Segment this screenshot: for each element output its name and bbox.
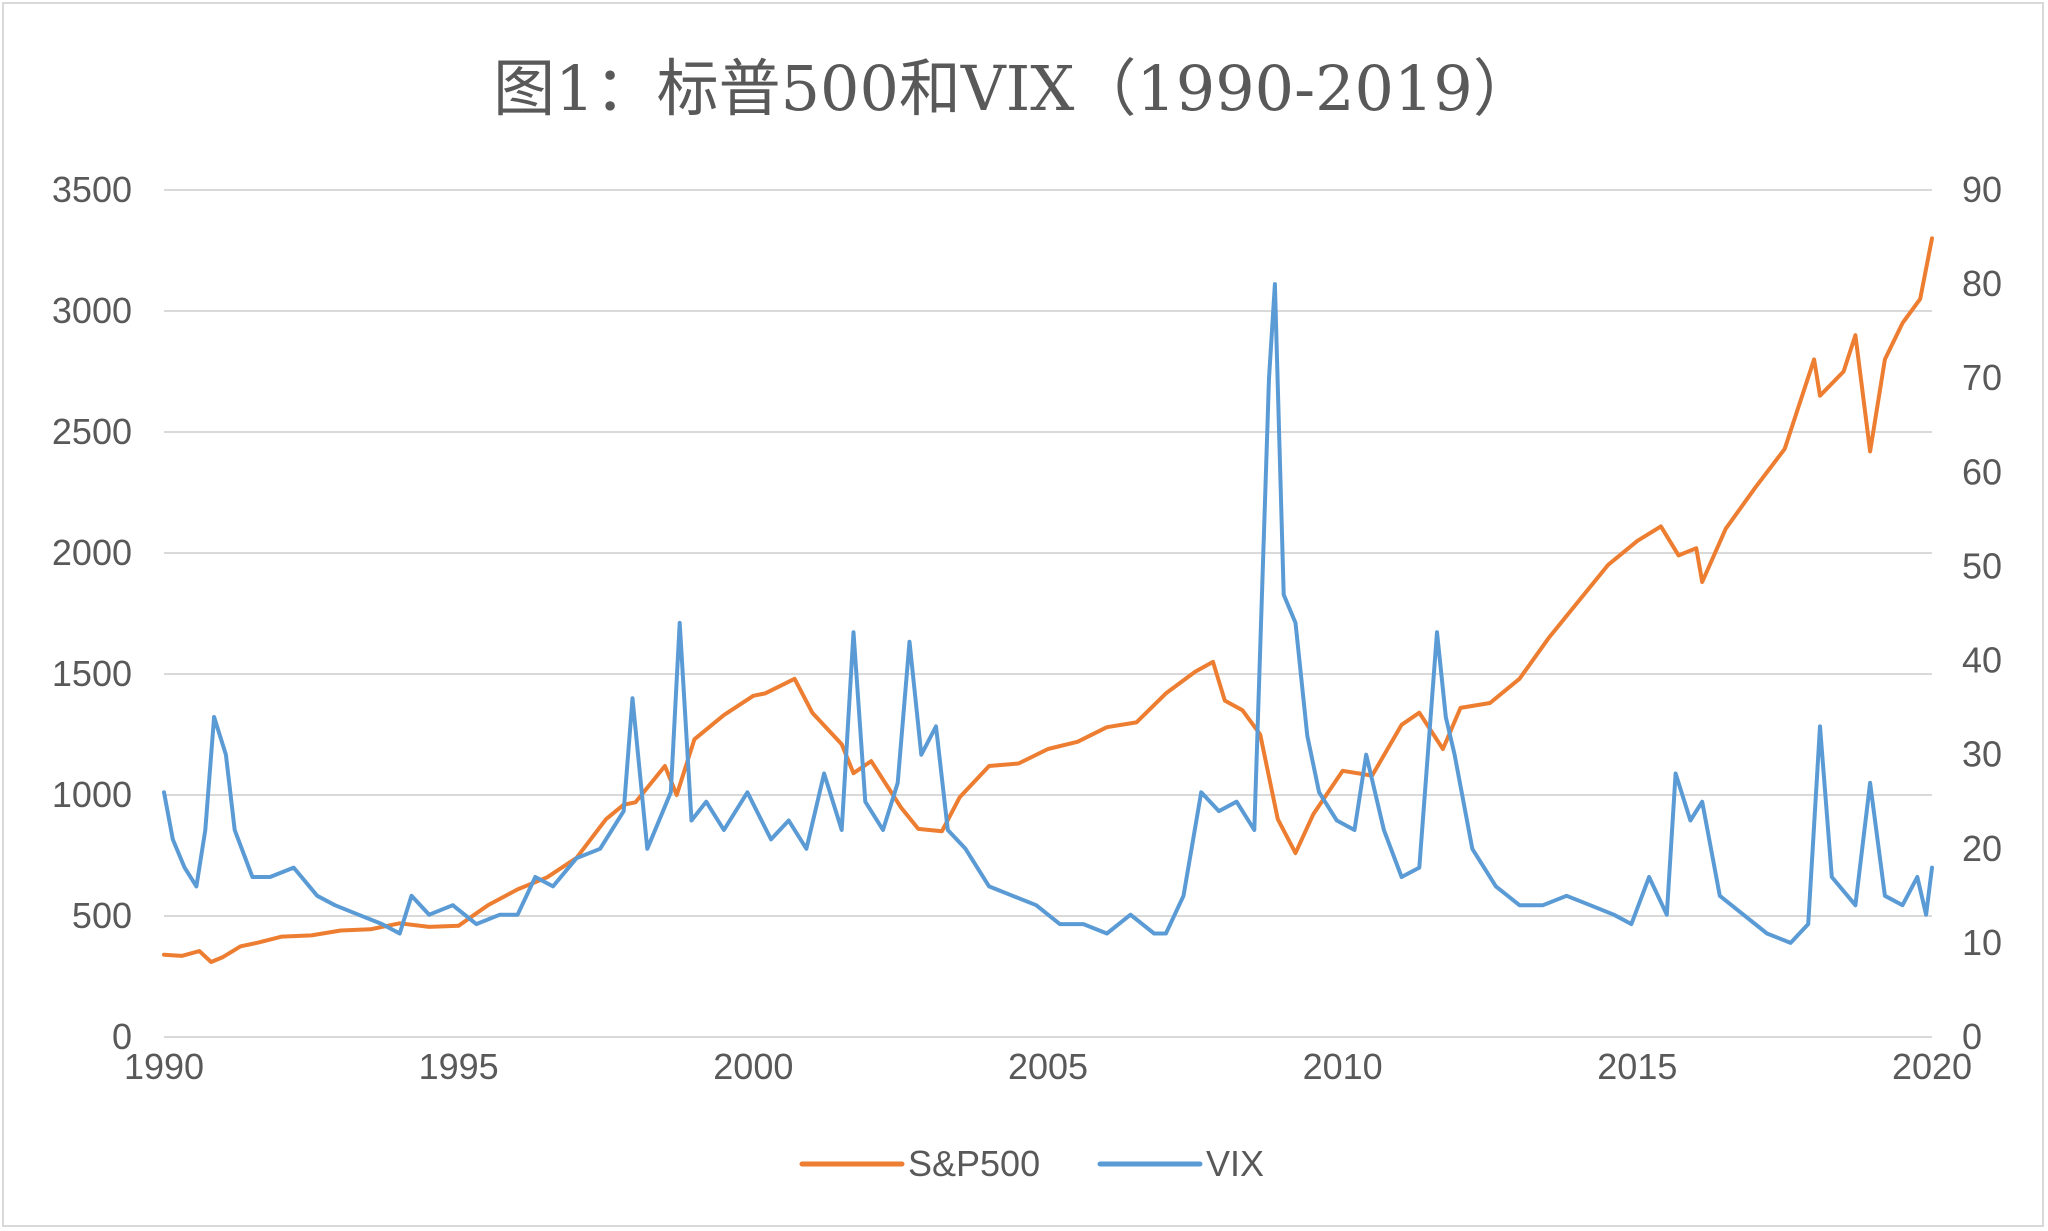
x-tick-label: 2015 <box>1597 1046 1677 1087</box>
x-tick-label: 2005 <box>1008 1046 1088 1087</box>
y-left-tick-label: 1500 <box>52 653 132 694</box>
legend-label: VIX <box>1206 1143 1264 1184</box>
x-tick-label: 1990 <box>124 1046 204 1087</box>
right-y-axis: 0 10 20 30 40 50 60 70 80 90 <box>1962 169 2002 1057</box>
y-left-tick-label: 2500 <box>52 411 132 452</box>
x-tick-label: 2010 <box>1303 1046 1383 1087</box>
x-tick-label: 2000 <box>713 1046 793 1087</box>
y-left-tick-label: 500 <box>72 895 132 936</box>
y-right-tick-label: 40 <box>1962 640 2002 681</box>
x-tick-label: 2020 <box>1892 1046 1972 1087</box>
y-right-tick-label: 30 <box>1962 734 2002 775</box>
y-right-tick-label: 20 <box>1962 828 2002 869</box>
y-left-tick-label: 1000 <box>52 774 132 815</box>
x-tick-label: 1995 <box>419 1046 499 1087</box>
series-line-sp500 <box>162 236 1934 964</box>
y-right-tick-label: 90 <box>1962 169 2002 210</box>
gridlines <box>164 189 1932 1038</box>
x-axis: 1990 1995 2000 2005 2010 2015 2020 <box>124 1046 1972 1087</box>
legend: S&P500 VIX <box>799 1143 1264 1184</box>
y-right-tick-label: 80 <box>1962 263 2002 304</box>
y-left-tick-label: 3500 <box>52 169 132 210</box>
y-right-tick-label: 50 <box>1962 545 2002 586</box>
chart-title: 图1：标普500和VIX（1990-2019） <box>493 52 1535 125</box>
series-line-vix <box>162 282 1934 945</box>
y-left-tick-label: 0 <box>112 1016 132 1057</box>
y-right-tick-label: 60 <box>1962 451 2002 492</box>
y-right-tick-label: 0 <box>1962 1016 1982 1057</box>
y-right-tick-label: 70 <box>1962 357 2002 398</box>
y-left-tick-label: 2000 <box>52 532 132 573</box>
legend-label: S&P500 <box>908 1143 1040 1184</box>
chart-canvas: 图1：标普500和VIX（1990-2019） 0500100015002000… <box>52 52 2002 1184</box>
y-right-tick-label: 10 <box>1962 922 2002 963</box>
left-y-axis: 0 500 1000 1500 2000 2500 3000 3500 <box>52 169 132 1057</box>
y-left-tick-label: 3000 <box>52 290 132 331</box>
series-lines <box>162 236 1934 964</box>
